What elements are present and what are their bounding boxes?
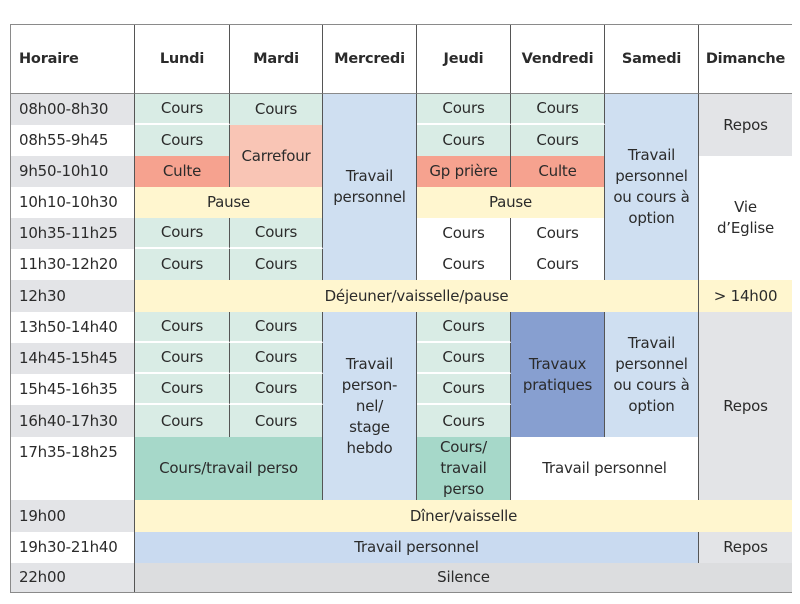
event-travail-personnel-soir: Travail personnel xyxy=(135,532,699,563)
event-dejeuner: Déjeuner/vaisselle/pause xyxy=(135,280,699,312)
event-cours: Cours xyxy=(417,312,511,343)
event-cours-travail-perso: Cours/ travail perso xyxy=(417,437,511,500)
header-mardi: Mardi xyxy=(230,25,323,94)
event-cours: Cours xyxy=(135,343,230,374)
event-culte: Culte xyxy=(511,156,605,187)
event-silence: Silence xyxy=(135,563,792,592)
time-slot: 16h40-17h30 xyxy=(11,405,135,437)
event-cours: Cours xyxy=(135,94,230,125)
event-cours: Cours xyxy=(417,94,511,125)
event-cours: Cours xyxy=(135,249,230,280)
time-slot: 10h10-10h30 xyxy=(11,187,135,218)
header-dimanche: Dimanche xyxy=(699,25,792,94)
event-travaux-pratiques: Travaux pratiques xyxy=(511,312,605,437)
event-cours: Cours xyxy=(511,218,605,249)
event-travail-personnel: Travail personnel xyxy=(511,437,699,500)
event-dimanche-midi: > 14h00 xyxy=(699,280,792,312)
event-travail-personnel-stage: Travail person-nel/ stage hebdo xyxy=(323,312,417,500)
event-cours: Cours xyxy=(135,125,230,156)
event-cours: Cours xyxy=(230,249,323,280)
event-cours: Cours xyxy=(230,343,323,374)
event-cours: Cours xyxy=(511,249,605,280)
event-cours: Cours xyxy=(135,218,230,249)
event-cours: Cours xyxy=(417,125,511,156)
event-cours: Cours xyxy=(230,218,323,249)
event-vie-eglise: Vie d’Eglise xyxy=(699,156,792,280)
event-cours: Cours xyxy=(230,312,323,343)
event-cours: Cours xyxy=(135,374,230,405)
event-culte: Culte xyxy=(135,156,230,187)
event-pause: Pause xyxy=(417,187,605,218)
event-cours: Cours xyxy=(417,405,511,437)
header-mercredi: Mercredi xyxy=(323,25,417,94)
event-cours: Cours xyxy=(230,374,323,405)
time-slot: 19h30-21h40 xyxy=(11,532,135,563)
event-cours: Cours xyxy=(230,94,323,125)
header-horaire: Horaire xyxy=(11,25,135,94)
event-cours: Cours xyxy=(511,125,605,156)
event-cours: Cours xyxy=(417,218,511,249)
event-cours: Cours xyxy=(417,374,511,405)
header-vendredi: Vendredi xyxy=(511,25,605,94)
header-samedi: Samedi xyxy=(605,25,699,94)
event-travail-personnel: Travail personnel xyxy=(323,94,417,280)
event-diner: Dîner/vaisselle xyxy=(135,500,792,532)
header-jeudi: Jeudi xyxy=(417,25,511,94)
event-groupe-priere: Gp prière xyxy=(417,156,511,187)
event-repos: Repos xyxy=(699,532,792,563)
time-slot: 10h35-11h25 xyxy=(11,218,135,249)
event-travail-personnel-option: Travail personnel ou cours à option xyxy=(605,94,699,280)
time-slot: 08h00-8h30 xyxy=(11,94,135,125)
event-carrefour: Carrefour xyxy=(230,125,323,187)
time-slot: 22h00 xyxy=(11,563,135,592)
event-cours: Cours xyxy=(135,405,230,437)
time-slot: 9h50-10h10 xyxy=(11,156,135,187)
event-travail-personnel-option: Travail personnel ou cours à option xyxy=(605,312,699,437)
time-slot: 14h45-15h45 xyxy=(11,343,135,374)
time-slot: 12h30 xyxy=(11,280,135,312)
header-lundi: Lundi xyxy=(135,25,230,94)
event-cours: Cours xyxy=(417,249,511,280)
event-repos: Repos xyxy=(699,94,792,156)
time-slot: 17h35-18h25 xyxy=(11,437,135,500)
time-slot: 15h45-16h35 xyxy=(11,374,135,405)
time-slot: 19h00 xyxy=(11,500,135,532)
weekly-schedule-table: Horaire Lundi Mardi Mercredi Jeudi Vendr… xyxy=(10,24,792,593)
event-cours-travail-perso: Cours/travail perso xyxy=(135,437,323,500)
event-cours: Cours xyxy=(230,405,323,437)
time-slot: 13h50-14h40 xyxy=(11,312,135,343)
time-slot: 08h55-9h45 xyxy=(11,125,135,156)
event-pause: Pause xyxy=(135,187,323,218)
event-repos: Repos xyxy=(699,312,792,500)
event-cours: Cours xyxy=(135,312,230,343)
event-cours: Cours xyxy=(511,94,605,125)
time-slot: 11h30-12h20 xyxy=(11,249,135,280)
event-cours: Cours xyxy=(417,343,511,374)
